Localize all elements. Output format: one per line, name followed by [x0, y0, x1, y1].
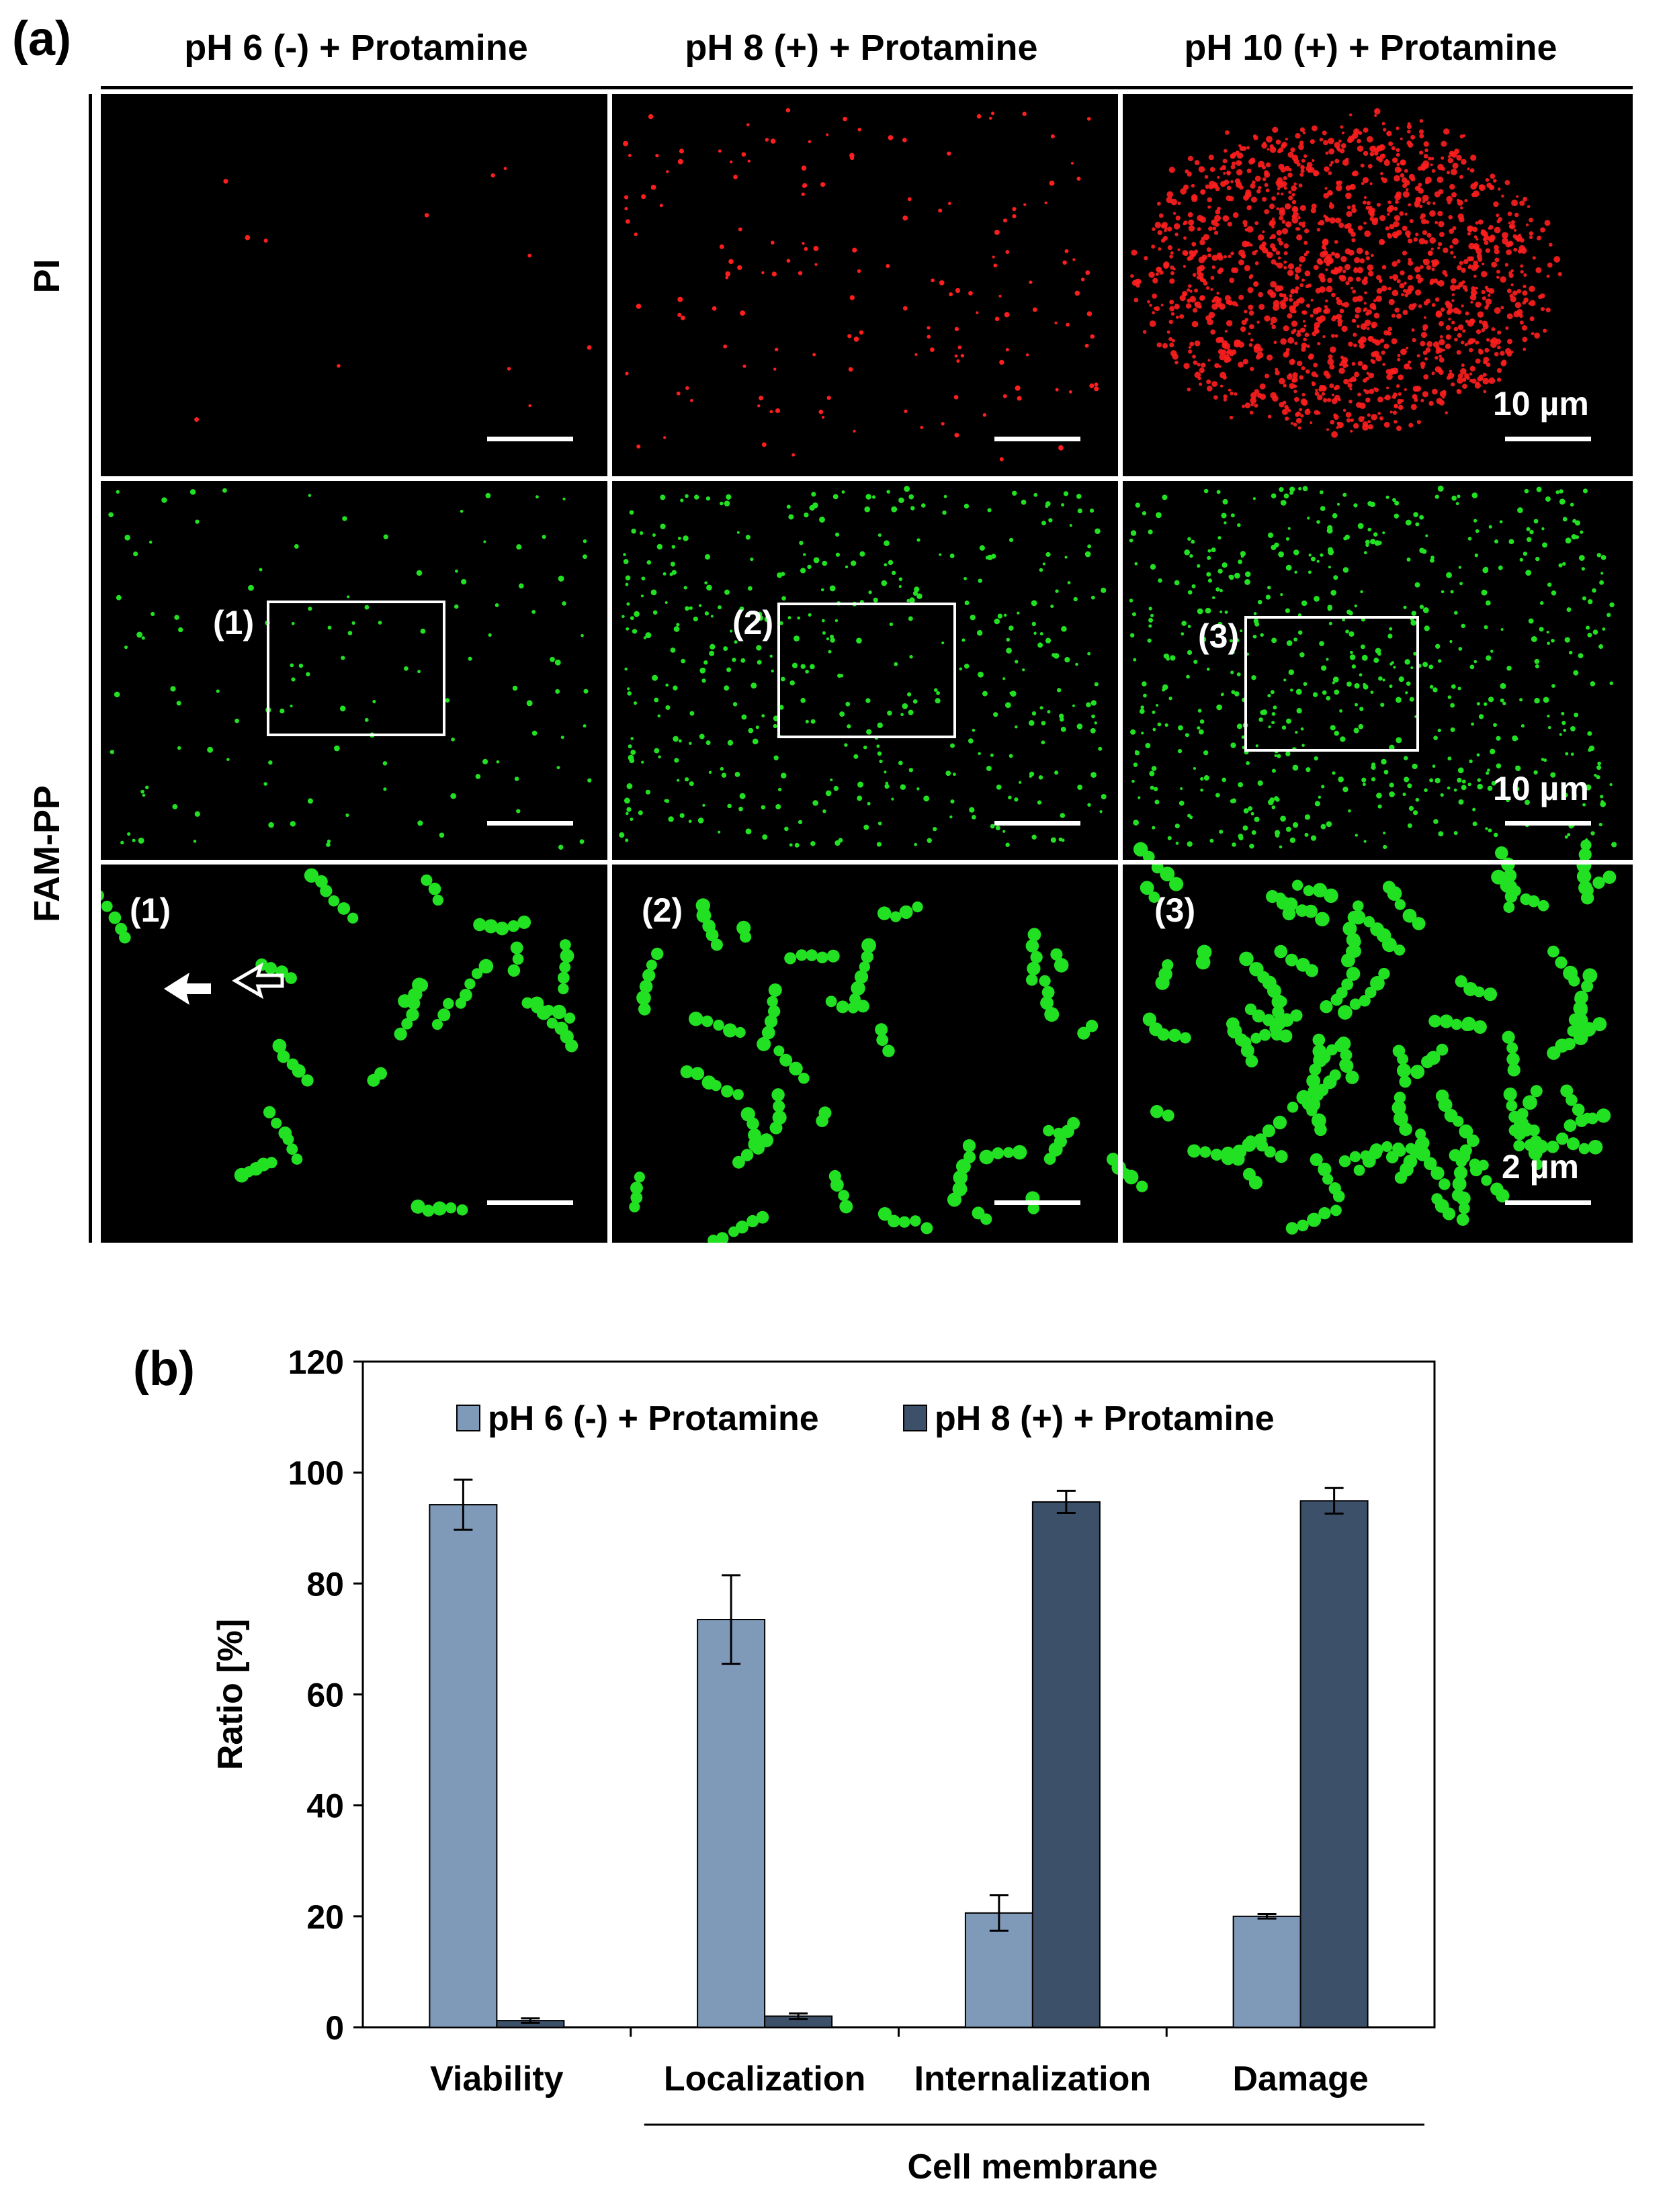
- scale-bar-pi-1: [487, 437, 573, 441]
- y-tick-label: 120: [288, 1343, 344, 1381]
- inset-label-2: (2): [732, 604, 774, 642]
- scale-bar-pi-3: [1505, 437, 1591, 441]
- header-rule: [101, 86, 1633, 89]
- group-label: Cell membrane: [907, 2148, 1158, 2186]
- bar-0-1: [697, 1619, 766, 2028]
- row-header-pi: PI: [27, 259, 67, 294]
- inset-label-3: (3): [1198, 617, 1240, 655]
- scale-bar-fam-1: [487, 821, 573, 826]
- inset-label-1: (1): [213, 604, 255, 642]
- scale-bar-zoom-3: [1505, 1200, 1591, 1205]
- zoom-label-2: (2): [642, 891, 683, 929]
- scale-bar-fam-2: [994, 821, 1080, 826]
- x-category-label: Localization: [664, 2060, 865, 2098]
- hollow-arrow-icon: [232, 962, 284, 1000]
- inset-box-3: [1244, 616, 1419, 752]
- column-header-ph6: pH 6 (-) + Protamine: [184, 28, 528, 68]
- y-axis-label: Ratio [%]: [211, 1619, 250, 1770]
- panel-b-label: (b): [133, 1342, 195, 1396]
- y-tick-label: 80: [306, 1565, 344, 1603]
- y-tick-label: 40: [306, 1787, 344, 1825]
- x-category-label: Damage: [1232, 2060, 1368, 2098]
- grid-separator-h1: [101, 476, 1633, 481]
- row-header-fam-pp: FAM-PP: [27, 785, 67, 923]
- x-category-label: Internalization: [914, 2060, 1151, 2098]
- scale-bar-fam-3: [1505, 821, 1591, 826]
- scale-label-zoom: 2 µm: [1502, 1148, 1579, 1186]
- column-header-ph8: pH 8 (+) + Protamine: [685, 28, 1038, 68]
- bar-1-3: [1299, 1500, 1369, 2028]
- micrograph-dots: [101, 107, 1617, 1243]
- zoom-label-1: (1): [130, 891, 171, 929]
- grid-separator-h2: [101, 860, 1633, 865]
- inset-box-1: [267, 601, 445, 736]
- panel-a-label: (a): [12, 12, 71, 66]
- scale-label-pi: 10 µm: [1493, 385, 1589, 423]
- legend-label-1: pH 8 (+) + Protamine: [935, 1399, 1275, 1438]
- inset-box-2: [777, 603, 956, 738]
- y-tick-label: 20: [306, 1898, 344, 1936]
- column-header-ph10: pH 10 (+) + Protamine: [1184, 28, 1557, 68]
- scale-bar-zoom-1: [487, 1200, 573, 1205]
- y-tick-label: 60: [306, 1677, 344, 1714]
- y-tick-label: 100: [288, 1454, 344, 1492]
- arrow-icons: [164, 962, 284, 1005]
- bar-0-3: [1232, 1915, 1301, 2028]
- bar-0-0: [429, 1504, 498, 2028]
- scale-bar-pi-2: [994, 437, 1080, 441]
- x-category-label: Viability: [430, 2060, 564, 2098]
- grid-separator-v1: [607, 94, 612, 1243]
- grid-separator-v2: [1118, 94, 1123, 1243]
- bar-1-2: [1031, 1501, 1101, 2028]
- micrograph-grid: [101, 94, 1633, 1243]
- zoom-label-3: (3): [1154, 891, 1196, 929]
- scale-bar-zoom-2: [994, 1200, 1080, 1205]
- row-bracket-line: [89, 94, 92, 1243]
- bar-0-2: [964, 1912, 1033, 2029]
- bar-chart: 0 20 40 60 80 100 120 Ratio [%] Viability Localiz…: [211, 1343, 1436, 2186]
- scale-label-fam: 10 µm: [1493, 770, 1589, 807]
- legend-label-0: pH 6 (-) + Protamine: [488, 1399, 819, 1438]
- legend-swatch-1: [903, 1405, 927, 1431]
- legend-swatch-0: [456, 1405, 480, 1431]
- y-tick-label: 0: [325, 2009, 344, 2047]
- filled-arrow-icon: [164, 973, 211, 1005]
